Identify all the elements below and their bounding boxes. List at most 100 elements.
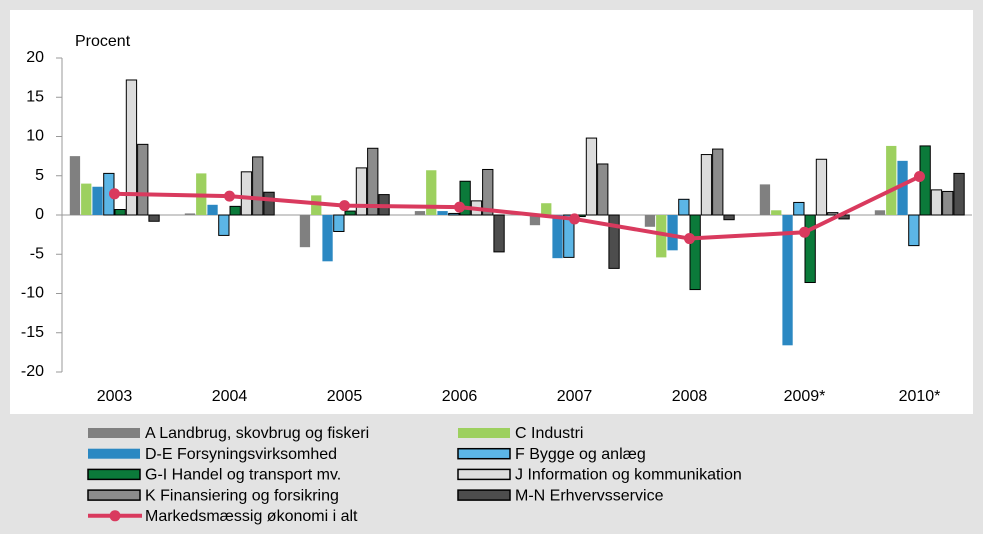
bar [827,212,839,216]
bar [459,180,471,216]
y-tick-label: 0 [35,206,44,223]
legend-label: F Bygge og anlæg [515,446,646,463]
bar [333,214,345,232]
bar [886,145,897,215]
line [114,174,921,241]
bar [263,191,275,216]
bar [563,214,575,258]
bar [712,148,724,216]
bar [723,214,735,221]
line-marker [914,171,925,183]
x-tick-label: 2007 [557,388,593,405]
y-tick-label: -15 [21,324,44,341]
bar [656,215,667,258]
line-marker [109,188,120,200]
bar [148,214,160,222]
x-tick-label: 2003 [97,388,133,405]
bar [771,210,782,215]
bar [125,79,138,216]
bar [552,215,563,259]
bar [874,210,886,215]
legend-marker [109,510,121,522]
legend-swatch [87,468,141,481]
legend-label: C Industri [515,425,583,442]
bar [207,204,218,215]
legend-label: Markedsmæssig økonomi i alt [145,508,358,525]
bar [344,210,356,216]
bar [252,156,264,216]
bar [585,137,598,216]
legend-label: M-N Erhvervsservice [515,487,664,504]
line-marker [224,190,235,202]
legend-label: J Information og kommunikation [515,467,742,484]
bar [81,183,92,215]
x-tick-label: 2009* [784,388,826,405]
legend-swatch [457,489,511,501]
legend-swatch [88,428,140,438]
bar [529,215,541,226]
bar [414,211,426,215]
bar [367,147,379,216]
bar [92,186,103,215]
bar [229,205,241,216]
x-tick-label: 2004 [212,388,248,405]
x-tick-label: 2006 [442,388,478,405]
bar [184,213,196,215]
legend-swatch [458,428,510,438]
y-tick-label: 15 [26,88,44,105]
bar [437,211,448,215]
bar [804,214,816,284]
y-tick-label: 10 [26,128,44,145]
bar [644,215,656,227]
y-tick-label: -20 [21,363,44,380]
bar [355,167,368,216]
bar [608,214,620,269]
bar [793,201,805,216]
legend-label: G-I Handel og transport mv. [145,467,341,484]
line-marker [454,201,465,213]
legend-label: K Finansiering og forsikring [145,487,339,504]
y-tick-label: -10 [21,285,44,302]
bar [953,172,965,216]
legend-swatch [87,489,141,501]
bar [700,154,713,216]
y-tick-label: -5 [30,245,44,262]
bar [930,189,943,216]
legend-label: D-E Forsyningsvirksomhed [145,446,337,463]
line-marker [799,226,810,238]
bar [426,170,437,215]
bar [541,203,552,215]
y-tick-label: 5 [35,167,44,184]
bar [908,214,920,247]
bar [815,158,828,216]
y-tick-label: 20 [26,49,44,66]
x-tick-label: 2005 [327,388,363,405]
bar [137,143,149,216]
bar [942,190,954,216]
line-marker [569,213,580,225]
bar [597,163,609,216]
bar [759,184,771,215]
bar [322,215,333,262]
bar [782,215,793,346]
line-marker [684,233,695,245]
bar [678,198,690,216]
bar [114,209,126,216]
legend-label: A Landbrug, skovbrug og fiskeri [145,425,369,442]
bar [69,156,81,215]
legend-swatch [457,468,511,481]
bar [667,215,678,251]
bar [493,214,505,253]
bar [448,212,460,216]
bar [299,215,311,248]
bar [240,171,253,216]
y-axis-label: Procent [75,33,131,50]
bar [897,160,908,215]
bar [689,214,701,291]
x-tick-label: 2010* [899,388,941,405]
bar [218,214,230,236]
legend-swatch [88,448,140,459]
bar [482,168,494,216]
line-marker [339,200,350,212]
